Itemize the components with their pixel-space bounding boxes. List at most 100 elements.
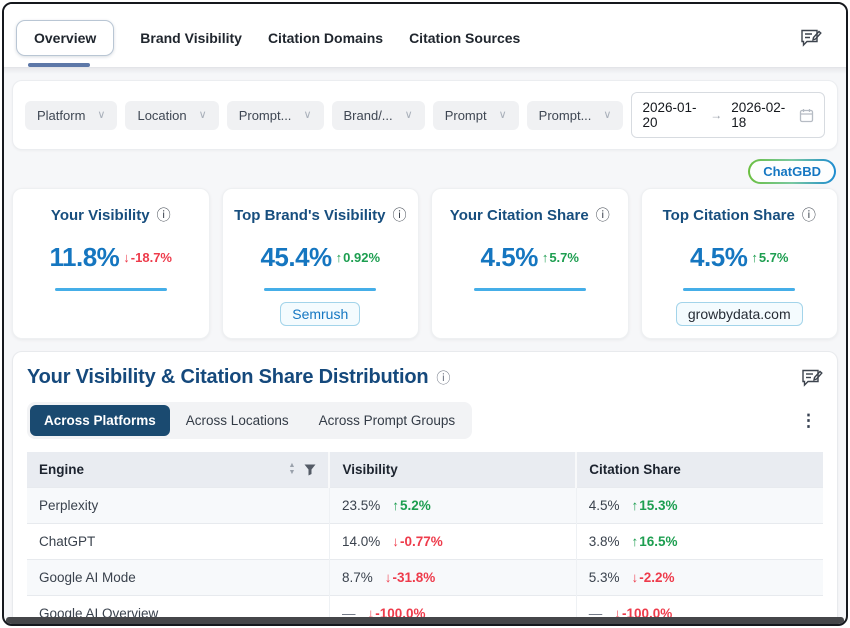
date-range-picker[interactable]: 2026-01-20 → 2026-02-18 [631, 92, 825, 138]
distribution-tab-group: Across Platforms Across Locations Across… [27, 402, 473, 439]
citation-delta: 15.3% [639, 498, 678, 513]
engine-name: Google AI Mode [27, 559, 330, 596]
citation-value: 5.3% [588, 570, 620, 585]
filter-prompt-3[interactable]: Prompt... ∨ [526, 100, 624, 130]
tab-citation-domains[interactable]: Citation Domains [267, 30, 384, 46]
filter-prompt-1[interactable]: Prompt... ∨ [226, 100, 324, 130]
citation-value: 4.5% [588, 498, 620, 513]
brand-badge[interactable]: ChatGBD [748, 159, 836, 184]
filter-prompt-3-label: Prompt... [538, 107, 592, 123]
metric-delta: -18.7% [130, 250, 172, 265]
top-brand-chip: Semrush [280, 302, 361, 326]
visibility-delta: 5.2% [400, 498, 431, 513]
filter-prompt-2-label: Prompt [444, 107, 487, 123]
metric-delta: 5.7% [549, 250, 579, 265]
trend-up-icon: ↑ [335, 250, 343, 265]
calendar-icon [799, 108, 814, 123]
table-header-row: Engine ▲ ▼ [27, 452, 823, 488]
card-title: Top Brand's Visibility [234, 206, 386, 224]
info-icon[interactable]: ⓘ [595, 207, 610, 223]
visibility-delta: -0.77% [400, 534, 443, 549]
metric-value: 11.8% [49, 242, 120, 272]
citation-delta: 16.5% [639, 534, 678, 549]
table-row: ChatGPT 14.0% ↓ -0.77% 3.8% ↑ [27, 523, 823, 560]
chevron-down-icon: ∨ [404, 108, 413, 121]
visibility-value: 23.5% [341, 498, 381, 513]
feedback-icon[interactable] [801, 368, 823, 388]
feedback-icon[interactable] [800, 28, 822, 48]
filter-platform-label: Platform [37, 107, 86, 123]
filter-prompt-2[interactable]: Prompt ∨ [432, 100, 519, 130]
card-your-visibility: Your Visibility ⓘ 11.8% ↓ -18.7% [12, 188, 210, 339]
trend-up-icon: ↑ [631, 498, 639, 513]
table-row: Google AI Mode 8.7% ↓ -31.8% 5.3% ↓ [27, 559, 823, 596]
tab-across-prompt-groups[interactable]: Across Prompt Groups [318, 413, 456, 428]
sort-icon[interactable]: ▲ ▼ [288, 462, 296, 476]
metric-underline [54, 288, 167, 291]
card-top-brand-visibility: Top Brand's Visibility ⓘ 45.4% ↑ 0.92% S… [221, 188, 419, 339]
visibility-value: 8.7% [341, 570, 373, 585]
filter-bar: Platform ∨ Location ∨ Prompt... ∨ Brand/… [12, 80, 838, 150]
distribution-table: Engine ▲ ▼ [27, 452, 823, 624]
citation-value: 3.8% [588, 534, 620, 549]
trend-down-icon: ↓ [392, 534, 399, 549]
info-icon[interactable]: ⓘ [392, 207, 407, 223]
visibility-delta: -31.8% [392, 570, 436, 585]
metric-underline [264, 288, 377, 291]
filter-location-label: Location [137, 107, 187, 123]
citation-delta: -2.2% [639, 570, 675, 585]
metric-value: 4.5% [480, 242, 539, 272]
column-header-engine: Engine [39, 462, 85, 477]
horizontal-scrollbar[interactable] [6, 617, 844, 624]
trend-down-icon: ↓ [384, 570, 392, 585]
card-your-citation-share: Your Citation Share ⓘ 4.5% ↑ 5.7% [431, 188, 629, 339]
filter-brand-label: Brand/... [343, 107, 393, 123]
metric-cards-row: Your Visibility ⓘ 11.8% ↓ -18.7% Top Bra… [12, 188, 838, 339]
tab-citation-sources[interactable]: Citation Sources [409, 30, 521, 46]
distribution-title: Your Visibility & Citation Share Distrib… [27, 366, 429, 388]
card-title: Your Visibility [50, 206, 150, 224]
tab-overview[interactable]: Overview [16, 20, 115, 56]
engine-name: Perplexity [27, 487, 330, 524]
tab-across-platforms[interactable]: Across Platforms [30, 405, 170, 436]
filter-platform[interactable]: Platform ∨ [25, 100, 118, 130]
chevron-down-icon: ∨ [498, 108, 507, 121]
metric-value: 4.5% [690, 242, 748, 272]
info-icon[interactable]: ⓘ [156, 207, 171, 223]
filter-prompt-1-label: Prompt... [238, 107, 292, 123]
filter-location[interactable]: Location ∨ [125, 100, 219, 130]
metric-underline [683, 288, 796, 291]
chevron-down-icon: ∨ [97, 108, 106, 121]
trend-down-icon: ↓ [123, 250, 130, 265]
trend-up-icon: ↑ [392, 498, 399, 513]
visibility-value: 14.0% [341, 534, 381, 549]
trend-up-icon: ↑ [751, 250, 758, 265]
filter-funnel-icon[interactable] [304, 464, 316, 476]
active-tab-underline [28, 63, 90, 67]
metric-delta: 0.92% [343, 250, 381, 265]
chevron-down-icon: ∨ [603, 108, 612, 121]
card-title: Top Citation Share [662, 206, 795, 224]
trend-up-icon: ↑ [631, 534, 639, 549]
brand-badge-label: ChatGBD [750, 161, 834, 182]
tab-brand-visibility[interactable]: Brand Visibility [140, 30, 242, 46]
column-header-visibility: Visibility [342, 462, 398, 477]
trend-up-icon: ↑ [541, 250, 549, 265]
date-end: 2026-02-18 [731, 100, 786, 130]
table-row: Perplexity 23.5% ↑ 5.2% 4.5% ↑ [27, 487, 823, 524]
chevron-down-icon: ∨ [303, 108, 312, 121]
filter-brand[interactable]: Brand/... ∨ [331, 100, 425, 130]
metric-delta: 5.7% [758, 250, 789, 265]
card-title: Your Citation Share [449, 206, 589, 224]
info-icon[interactable]: ⓘ [801, 207, 816, 223]
date-start: 2026-01-20 [642, 100, 697, 130]
trend-down-icon: ↓ [614, 606, 621, 621]
kebab-menu-icon[interactable]: ⋮ [800, 411, 817, 430]
chevron-down-icon: ∨ [198, 108, 207, 121]
card-top-citation-share: Top Citation Share ⓘ 4.5% ↑ 5.7% growbyd… [640, 188, 838, 339]
info-icon[interactable]: ⓘ [436, 369, 451, 386]
tab-across-locations[interactable]: Across Locations [185, 413, 289, 428]
engine-name: ChatGPT [27, 523, 330, 560]
metric-value: 45.4% [260, 242, 332, 272]
